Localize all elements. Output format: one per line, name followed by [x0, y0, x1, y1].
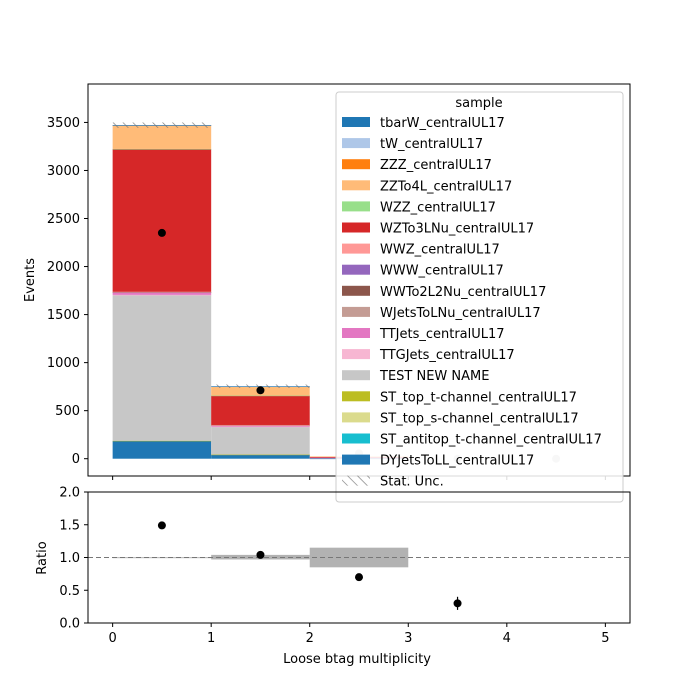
legend-swatch-13: [342, 391, 370, 402]
legend: sample tbarW_centralUL17 tW_centralUL17 ZZ…: [335, 91, 624, 503]
ratio-point-3: [453, 599, 462, 608]
legend-swatch-14: [342, 412, 370, 423]
legend-label-15: ST_antitop_t-channel_centralUL17: [380, 433, 602, 448]
ratio-y-tick-label-0.5: 0.5: [59, 584, 80, 599]
legend-label-11: TTGJets_centralUL17: [379, 348, 515, 363]
y-tick-label-2000: 2000: [47, 260, 80, 275]
legend-swatch-15: [342, 433, 370, 444]
legend-label-2: ZZZ_centralUL17: [380, 158, 492, 173]
x-axis-label: Loose btag multiplicity: [283, 652, 431, 667]
legend-swatch-2: [342, 159, 370, 170]
data-point-0: [157, 228, 166, 237]
y-tick-label-500: 500: [55, 404, 80, 419]
legend-label-3: ZZTo4L_centralUL17: [380, 179, 512, 194]
ratio-marks: [88, 521, 630, 610]
ratio-y-tick-label-1.5: 1.5: [59, 518, 80, 533]
bar-segment-WWZ_centralUL17-bin0: [112, 291, 212, 293]
stat-unc-band-bin1: [211, 384, 310, 388]
bar-segment-WZTo3LNu_centralUL17-bin0: [112, 149, 212, 292]
ratio-point-1: [256, 550, 265, 559]
x-tick-label-2: 2: [306, 631, 314, 646]
legend-label-9: WJetsToLNu_centralUL17: [380, 306, 541, 321]
bar-segment-ZZTo4L_centralUL17-bin0: [112, 125, 212, 149]
bar-segment-TTGJets_centralUL17-bin1: [211, 426, 310, 428]
ratio-plot: 0.0 0.5 1.0 1.5 2.0 0 1 2 3 4 5 Ratio Loose btag …: [35, 486, 631, 667]
ratio-point-0: [157, 521, 166, 530]
legend-label-8: WWTo2L2Nu_centralUL17: [380, 285, 546, 300]
bar-segment-ST_top_t-channel_centralUL17-bin0: [112, 440, 212, 442]
bar-segment-ST_top_t-channel_centralUL17-bin1: [211, 454, 310, 456]
legend-label-7: WWW_centralUL17: [380, 264, 504, 279]
legend-label-14: ST_top_s-channel_centralUL17: [380, 411, 579, 426]
legend-swatch-16: [342, 454, 370, 465]
bar-segment-WWZ_centralUL17-bin1: [211, 424, 310, 426]
ratio-y-tick-label-1.0: 1.0: [59, 551, 80, 566]
bar-segment-DYJetsToLL_centralUL17-bin1: [211, 454, 310, 459]
legend-swatch-11: [342, 349, 370, 360]
x-tick-label-5: 5: [601, 631, 609, 646]
y-tick-label-0: 0: [72, 452, 80, 467]
x-tick-label-0: 0: [108, 631, 116, 646]
x-tick-label-3: 3: [404, 631, 412, 646]
y-tick-label-1000: 1000: [47, 356, 80, 371]
legend-label-0: tbarW_centralUL17: [380, 116, 505, 131]
legend-box: [335, 91, 624, 503]
ratio-y-tick-label-0.0: 0.0: [59, 617, 80, 632]
legend-swatch-0: [342, 117, 370, 127]
legend-label-10: TTJets_centralUL17: [379, 327, 505, 342]
data-point-1: [256, 386, 265, 395]
y-tick-label-2500: 2500: [47, 212, 80, 227]
bar-segment-TEST NEW NAME-bin1: [211, 426, 310, 455]
legend-swatch-6: [342, 243, 370, 254]
legend-swatch-stat-unc: [342, 475, 370, 486]
legend-label-13: ST_top_t-channel_centralUL17: [380, 390, 577, 405]
ratio-y-axis-label: Ratio: [35, 541, 50, 574]
legend-swatch-12: [342, 370, 370, 381]
legend-label-6: WWZ_centralUL17: [380, 243, 500, 258]
ratio-x-axis: 0 1 2 3 4 5: [108, 623, 610, 646]
main-plot: 0 500 1000 1500 2000 2500 3000 3500 Events: [23, 83, 631, 480]
main-y-axis-label: Events: [23, 258, 38, 302]
main-y-axis: 0 500 1000 1500 2000 2500 3000 3500: [47, 116, 88, 467]
y-tick-label-1500: 1500: [47, 308, 80, 323]
legend-label-12: TEST NEW NAME: [379, 369, 489, 384]
bar-segment-TTJets_centralUL17-bin1: [211, 425, 310, 427]
x-tick-label-4: 4: [503, 631, 511, 646]
stat-unc-band-bin0: [112, 122, 212, 128]
bar-segment-TTGJets_centralUL17-bin0: [112, 294, 212, 296]
legend-swatch-9: [342, 306, 370, 317]
legend-label-5: WZTo3LNu_centralUL17: [380, 222, 534, 237]
legend-swatch-8: [342, 285, 370, 296]
legend-swatch-4: [342, 201, 370, 212]
bar-segment-DYJetsToLL_centralUL17-bin0: [112, 440, 212, 459]
bar-segment-WZZ_centralUL17-bin1: [211, 395, 310, 397]
legend-swatch-1: [342, 138, 370, 149]
legend-label-16: DYJetsToLL_centralUL17: [380, 454, 534, 469]
bar-segment-WZZ_centralUL17-bin0: [112, 148, 212, 150]
x-tick-label-1: 1: [207, 631, 215, 646]
legend-swatch-7: [342, 264, 370, 275]
legend-swatch-5: [342, 222, 370, 233]
legend-label-4: WZZ_centralUL17: [380, 200, 496, 215]
ratio-point-2: [355, 573, 363, 582]
y-tick-label-3500: 3500: [47, 116, 80, 131]
bar-segment-TEST NEW NAME-bin0: [112, 295, 212, 441]
legend-label-1: tW_centralUL17: [380, 137, 483, 152]
legend-swatch-10: [342, 328, 370, 338]
legend-swatch-3: [342, 180, 370, 191]
ratio-y-axis: 0.0 0.5 1.0 1.5 2.0: [59, 486, 88, 632]
stacked-bars: [112, 122, 409, 460]
ratio-unc-band-2: [309, 547, 409, 568]
legend-title: sample: [455, 96, 502, 111]
legend-label-17: Stat. Unc.: [380, 475, 444, 490]
legend-entries: tbarW_centralUL17 tW_centralUL17 ZZZ_centr…: [342, 116, 602, 490]
y-tick-label-3000: 3000: [47, 164, 80, 179]
bar-segment-TTJets_centralUL17-bin0: [112, 292, 212, 295]
ratio-y-tick-label-2.0: 2.0: [59, 486, 80, 501]
bar-segment-WZTo3LNu_centralUL17-bin1: [211, 395, 310, 425]
